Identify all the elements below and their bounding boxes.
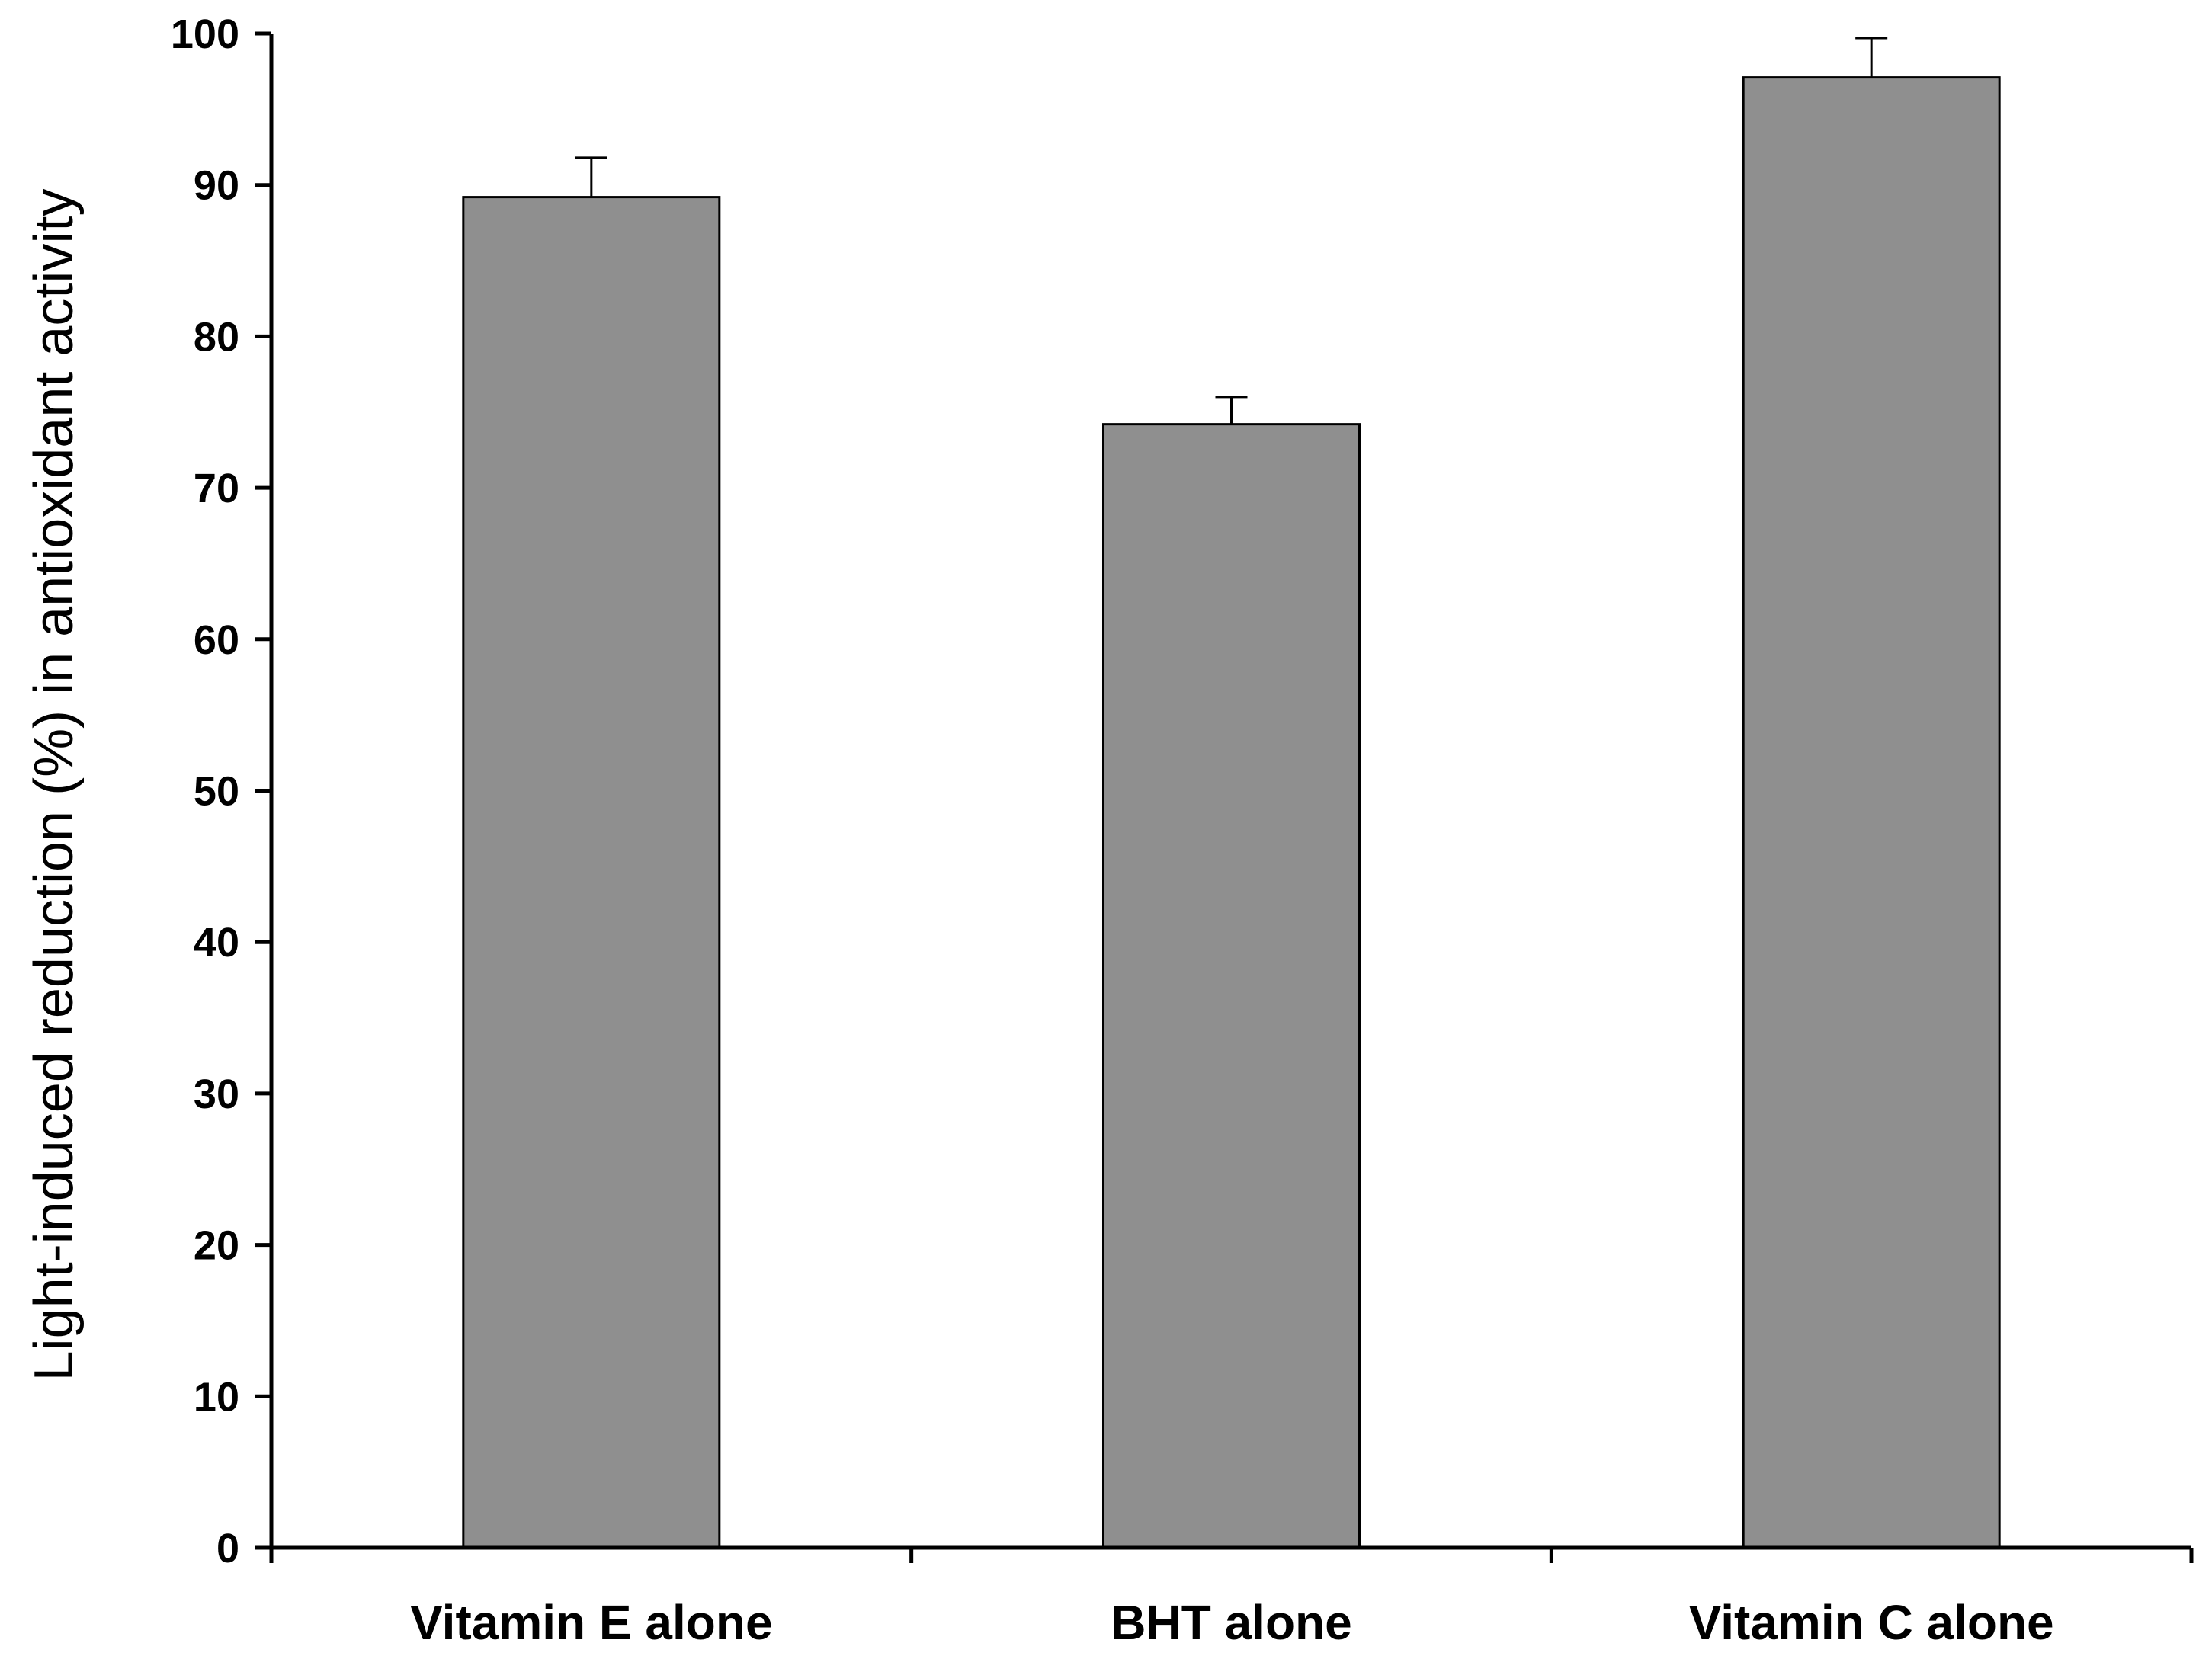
y-tick-label: 40 [194, 920, 239, 966]
y-tick-label: 80 [194, 314, 239, 360]
labels-layer: Vitamin E alone BHT alone Vitamin C alone 0… [171, 11, 2054, 1650]
y-tick-label: 20 [194, 1223, 239, 1269]
y-tick-label: 10 [194, 1374, 239, 1420]
y-axis-title: Light-induced reduction (%) in antioxida… [24, 189, 85, 1382]
axes-layer [255, 31, 2194, 1563]
bar-bht-alone [1102, 423, 1361, 1549]
x-tick-label: Vitamin C alone [1689, 1595, 2054, 1650]
bar-vitamin-c-alone [1742, 76, 2001, 1549]
x-tick-label: BHT alone [1111, 1595, 1351, 1650]
y-tick-label: 50 [194, 769, 239, 815]
y-tick-label: 70 [194, 466, 239, 511]
x-tick-label: Vitamin E alone [410, 1595, 772, 1650]
y-tick-label: 0 [216, 1526, 239, 1571]
y-tick-label: 90 [194, 163, 239, 209]
y-tick-label: 60 [194, 617, 239, 663]
bars-layer [462, 76, 2001, 1549]
error-bars-layer [575, 37, 1888, 424]
bar-vitamin-e-alone [462, 196, 721, 1549]
y-tick-label: 100 [171, 11, 239, 57]
y-tick-label: 30 [194, 1071, 239, 1117]
